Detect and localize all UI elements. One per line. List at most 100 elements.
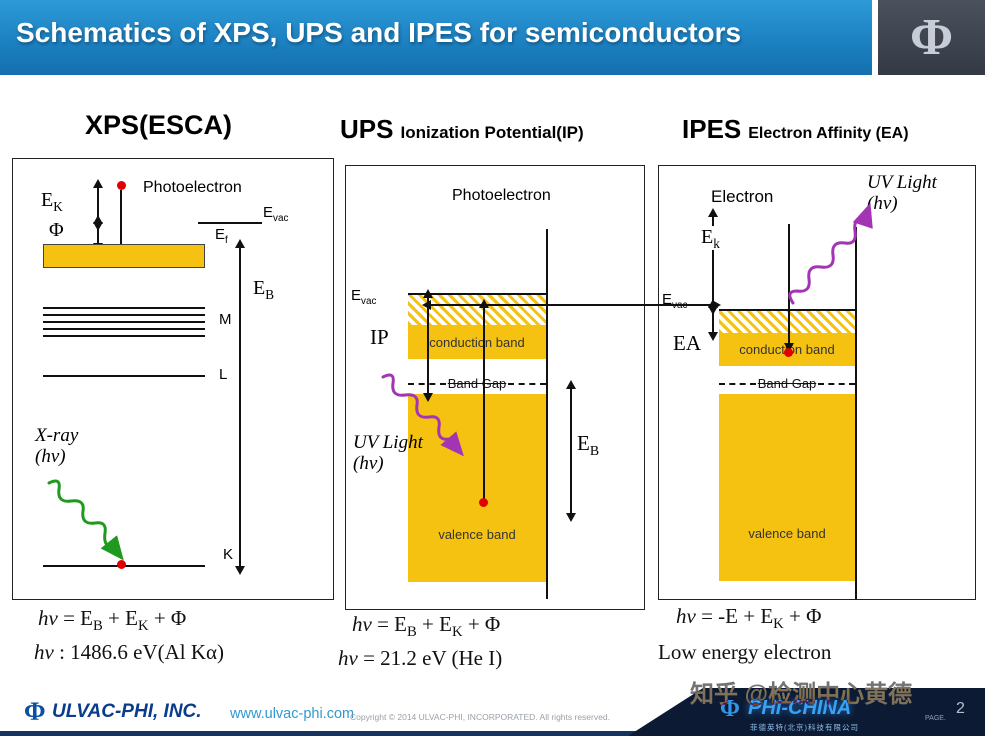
ipes-title: IPES Electron Affinity (EA) bbox=[682, 114, 909, 145]
xps-evac-line bbox=[198, 222, 262, 224]
ipes-band-gap-label: Band Gap bbox=[757, 375, 817, 391]
xps-xray-label: X-ray (hν) bbox=[35, 425, 78, 468]
xps-core-levels-m bbox=[43, 307, 205, 340]
ups-conduction-hatch bbox=[408, 293, 546, 325]
ups-band-gap: Band Gap bbox=[408, 373, 546, 393]
phi-logo: Φ bbox=[878, 0, 985, 75]
ups-evac-main: E bbox=[351, 287, 362, 304]
ups-formula-2: hν = 21.2 eV (He I) bbox=[338, 646, 502, 671]
ipes-title-main: IPES bbox=[682, 114, 742, 144]
ups-evac-sub: vac bbox=[361, 296, 377, 307]
ipes-electron-dot bbox=[784, 348, 793, 357]
ipes-f1-t1: = -E + E bbox=[695, 604, 774, 628]
xps-shell-k-label: K bbox=[223, 546, 234, 563]
ups-ip-label: IP bbox=[370, 325, 389, 349]
ipes-uv-line1: UV Light bbox=[867, 172, 937, 193]
ups-f1-t2: + E bbox=[416, 612, 452, 636]
ups-diagram-box: Photoelectron conduction band Band Gap v… bbox=[345, 165, 645, 610]
xps-evac-main: E bbox=[263, 204, 274, 221]
ups-uv-line1: UV Light bbox=[353, 432, 423, 453]
ups-surface-line bbox=[546, 229, 548, 599]
ipes-formula-2: Low energy electron bbox=[658, 640, 832, 664]
ipes-band-gap: Band Gap bbox=[719, 373, 855, 393]
xps-title-text: XPS(ESCA) bbox=[85, 110, 233, 140]
ipes-ek-sub: k bbox=[713, 236, 720, 251]
ipes-uv-wavy-arrow bbox=[788, 202, 873, 305]
xps-photoelectron-label: Photoelectron bbox=[143, 179, 242, 196]
xps-formula-2: hν : 1486.6 eV(Al Kα) bbox=[34, 640, 224, 665]
ipes-uv-label: UV Light (hν) bbox=[867, 172, 937, 215]
phichina-logo-icon: Φ bbox=[720, 696, 740, 722]
ups-f1-t3: + Φ bbox=[462, 612, 501, 636]
ups-band-gap-label: Band Gap bbox=[447, 375, 507, 391]
ipes-electron-path bbox=[784, 224, 794, 352]
ups-uv-wavy-arrow bbox=[381, 373, 464, 457]
ups-photoelectron-dot bbox=[479, 498, 488, 507]
xps-phi-label: Φ bbox=[49, 219, 64, 241]
ipes-valence-band: valence band bbox=[719, 394, 855, 581]
slide-title: Schematics of XPS, UPS and IPES for semi… bbox=[16, 17, 742, 48]
xps-workfunction-arrow bbox=[93, 215, 103, 252]
xps-diagram-box: EK Φ Photoelectron Evac Ef EB M L K X-ra… bbox=[12, 158, 334, 600]
ipes-ek-main: E bbox=[701, 226, 714, 248]
evac-alignment-arrow bbox=[422, 300, 721, 310]
ups-f1-s2: K bbox=[451, 624, 463, 641]
ups-valence-band: valence band bbox=[408, 394, 546, 582]
ipes-evac-label: Evac bbox=[662, 291, 687, 311]
xps-valence-band bbox=[43, 244, 205, 268]
xps-core-hole-dot bbox=[117, 560, 126, 569]
xps-f1-t2: + E bbox=[102, 606, 138, 630]
ups-eb-main: E bbox=[577, 431, 590, 455]
ups-eb-arrow bbox=[566, 380, 576, 522]
xps-formula-1: hν = EB + EK + Φ bbox=[38, 606, 186, 635]
xps-f2-hv: hν bbox=[34, 640, 54, 664]
ups-f1-t1: = E bbox=[371, 612, 407, 636]
ipes-f1-t2: + Φ bbox=[783, 604, 822, 628]
xps-ef-sub: f bbox=[225, 235, 228, 246]
xps-f1-hv: hν bbox=[38, 606, 58, 630]
phichina-logo-text: PHI-CHINA bbox=[748, 697, 852, 719]
xps-eb-main: E bbox=[253, 277, 266, 299]
xps-xray-line1: X-ray bbox=[35, 425, 79, 446]
ipes-uv-line2: (hν) bbox=[867, 193, 898, 215]
copyright-text: Copyright © 2014 ULVAC-PHI, INCORPORATED… bbox=[350, 712, 610, 722]
xps-ef-main: E bbox=[215, 226, 226, 243]
ups-f2-hv: hν bbox=[338, 646, 358, 670]
ipes-title-sub: Electron Affinity (EA) bbox=[748, 125, 909, 142]
ups-title: UPS Ionization Potential(IP) bbox=[340, 114, 584, 145]
xps-ek-sub: K bbox=[53, 199, 63, 214]
ups-eb-label: EB bbox=[577, 431, 600, 459]
ipes-f1-s1: K bbox=[773, 616, 784, 633]
xps-ef-label: Ef bbox=[215, 226, 228, 246]
ipes-surface-line bbox=[855, 227, 857, 599]
ulvac-company-name: ULVAC-PHI, INC. bbox=[52, 701, 202, 722]
ups-eb-sub: B bbox=[589, 443, 600, 459]
ups-evac-label: Evac bbox=[351, 287, 377, 307]
xps-f1-t3: + Φ bbox=[148, 606, 187, 630]
ipes-diagram-box: Electron Ek EA Evac conduction band Band… bbox=[658, 165, 976, 600]
xps-eb-sub: B bbox=[265, 287, 275, 302]
phichina-chinese-name: 菲德英特(北京)科技有限公司 bbox=[750, 723, 859, 732]
ups-f2-rest: = 21.2 eV (He I) bbox=[357, 646, 503, 670]
ups-f1-hv: hν bbox=[352, 612, 372, 636]
page-number: 2 bbox=[956, 700, 965, 717]
header-bar: Schematics of XPS, UPS and IPES for semi… bbox=[0, 0, 872, 75]
ups-title-main: UPS bbox=[340, 114, 394, 144]
page-label: PAGE. bbox=[925, 715, 946, 722]
xps-photoelectron-dot bbox=[117, 181, 126, 190]
xps-f1-t1: = E bbox=[57, 606, 93, 630]
xps-shell-m-label: M bbox=[219, 311, 232, 328]
xps-binding-energy-axis bbox=[235, 239, 245, 575]
xps-shell-l-label: L bbox=[219, 366, 228, 383]
ups-photoelectron-label: Photoelectron bbox=[452, 187, 551, 204]
xps-f1-s2: K bbox=[137, 618, 149, 635]
xps-xray-wavy-arrow bbox=[47, 479, 124, 561]
ups-f1-s1: B bbox=[407, 624, 417, 641]
ulvac-website-link: www.ulvac-phi.com bbox=[230, 706, 355, 722]
ipes-conduction-hatch bbox=[719, 309, 855, 333]
ups-valence-band-label: valence band bbox=[438, 527, 516, 542]
ups-title-sub: Ionization Potential(IP) bbox=[400, 123, 584, 142]
xps-eb-label: EB bbox=[253, 277, 274, 301]
ulvac-phi-logo-icon: Φ bbox=[24, 697, 46, 726]
footer-bottom-strip bbox=[0, 731, 985, 736]
